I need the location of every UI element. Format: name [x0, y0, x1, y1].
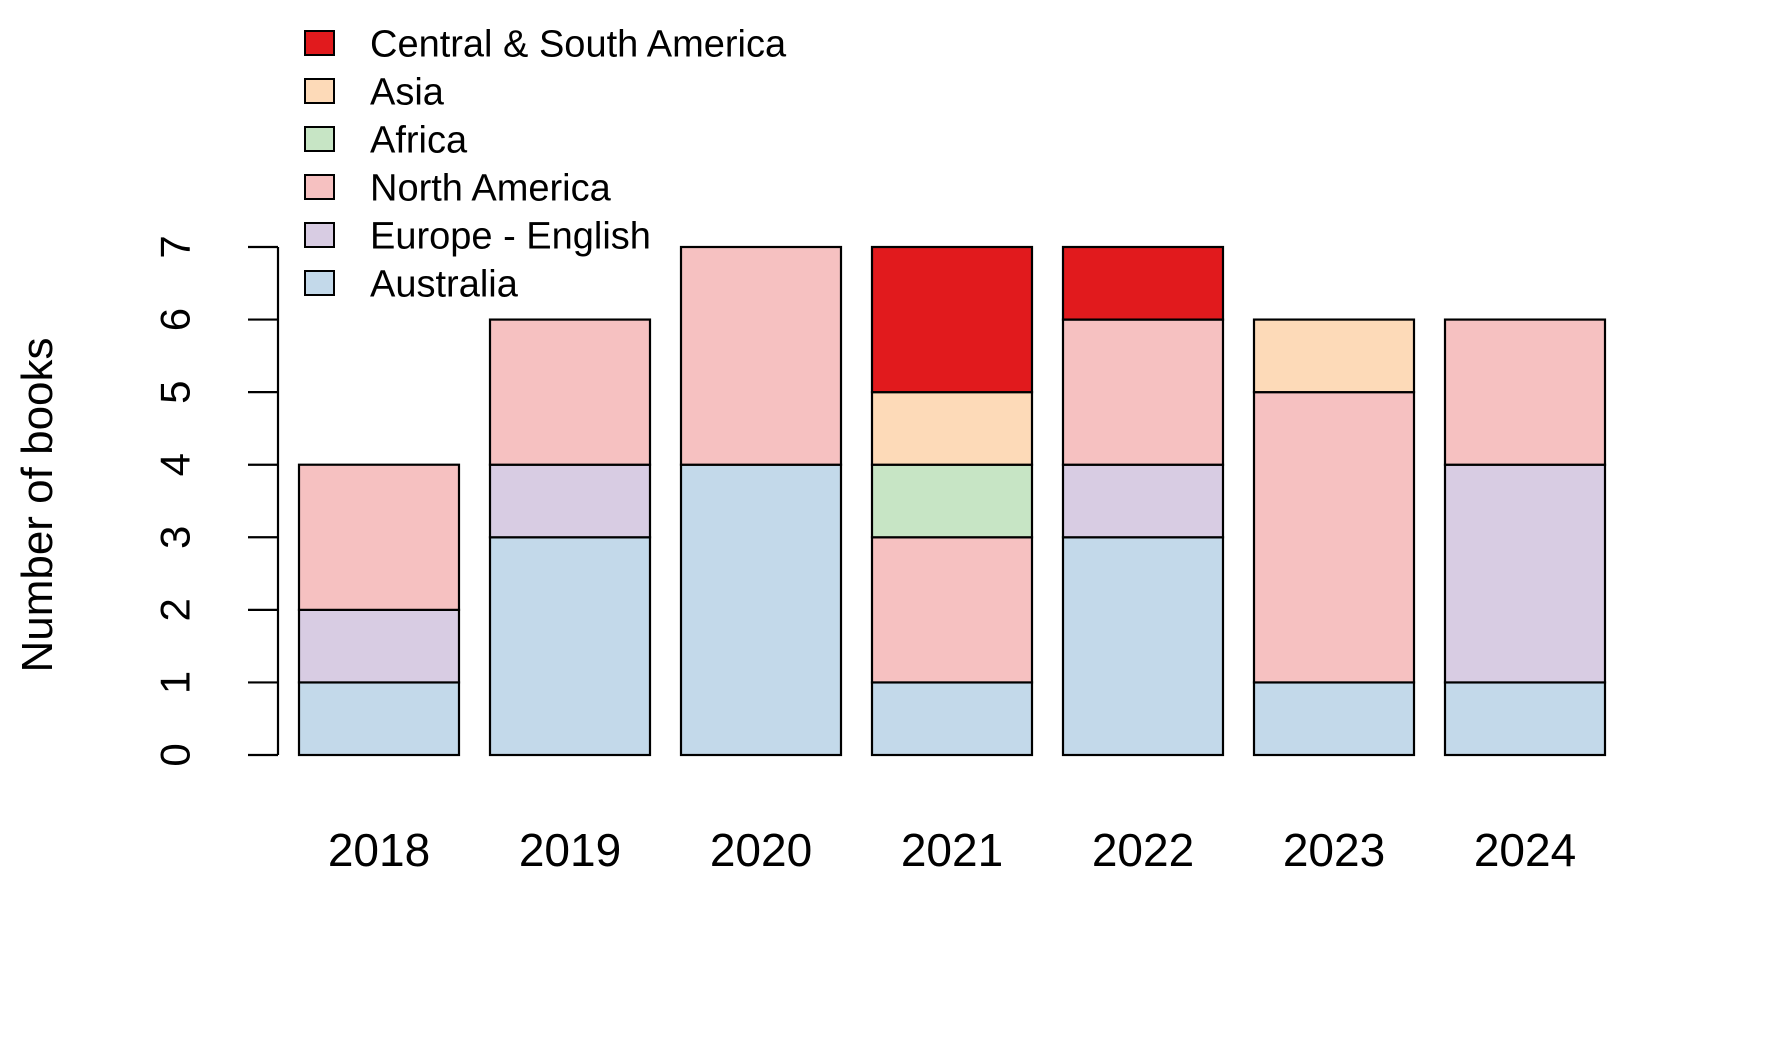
- bar-segment-2022-europe-english: [1061, 463, 1225, 539]
- bar-segment-2019-australia: [488, 536, 652, 757]
- bar-segment-2024-europe-english: [1443, 463, 1607, 684]
- bar-segment-2021-north-america: [870, 536, 1034, 684]
- x-tick-label: 2023: [1283, 824, 1385, 876]
- legend-swatch: [304, 30, 335, 56]
- legend-swatch: [304, 78, 335, 104]
- bar-segment-2020-australia: [679, 463, 843, 757]
- bar-segment-2022-north-america: [1061, 318, 1225, 466]
- bar-segment-2022-australia: [1061, 536, 1225, 757]
- y-tick-label: 5: [152, 380, 199, 403]
- y-tick-label: 4: [152, 453, 199, 476]
- bars-layer: [297, 245, 1607, 757]
- legend-label: Africa: [370, 120, 468, 162]
- bar-segment-2018-north-america: [297, 463, 461, 611]
- legend-swatch: [304, 222, 335, 248]
- x-tick-label: 2022: [1092, 824, 1194, 876]
- bar-segment-2021-australia: [870, 681, 1034, 757]
- bar-segment-2018-europe-english: [297, 608, 461, 684]
- bar-segment-2023-north-america: [1252, 391, 1416, 684]
- y-tick-label: 0: [152, 743, 199, 766]
- legend-swatch: [304, 126, 335, 152]
- x-axis-labels: 2018 2019 2020 2021 2022 2023 2024: [328, 824, 1576, 876]
- bar-segment-2021-central-south-america: [870, 245, 1034, 394]
- legend-label: Europe - English: [370, 216, 651, 258]
- x-tick-label: 2021: [901, 824, 1003, 876]
- legend-swatch: [304, 270, 335, 296]
- bar-segment-2021-africa: [870, 463, 1034, 539]
- bar-segment-2019-north-america: [488, 318, 652, 466]
- y-tick-label: 3: [152, 526, 199, 549]
- bar-segment-2019-europe-english: [488, 463, 652, 539]
- y-tick-label: 6: [152, 308, 199, 331]
- x-tick-label: 2018: [328, 824, 430, 876]
- bar-segment-2021-asia: [870, 391, 1034, 466]
- legend-label: Central & South America: [370, 24, 787, 66]
- x-tick-label: 2024: [1474, 824, 1576, 876]
- bar-segment-2020-north-america: [679, 245, 843, 466]
- y-axis-label: Number of books: [13, 337, 62, 672]
- bar-segment-2023-australia: [1252, 681, 1416, 757]
- y-tick-label: 7: [152, 235, 199, 258]
- bar-segment-2023-asia: [1252, 318, 1416, 394]
- y-tick-label: 1: [152, 671, 199, 694]
- legend-label: North America: [370, 168, 612, 210]
- x-tick-label: 2020: [710, 824, 812, 876]
- bar-segment-2024-north-america: [1443, 318, 1607, 466]
- y-tick-label: 2: [152, 598, 199, 621]
- bar-segment-2024-australia: [1443, 681, 1607, 757]
- legend-label: Asia: [370, 72, 445, 114]
- legend: Central & South America Asia Africa North A…: [304, 24, 787, 306]
- y-axis: 0 1 2 3 4 5 6 7: [152, 235, 280, 767]
- legend-label: Australia: [370, 264, 519, 306]
- x-tick-label: 2019: [519, 824, 621, 876]
- bar-segment-2018-australia: [297, 681, 461, 757]
- bar-segment-2022-central-south-america: [1061, 245, 1225, 321]
- legend-swatch: [304, 174, 335, 200]
